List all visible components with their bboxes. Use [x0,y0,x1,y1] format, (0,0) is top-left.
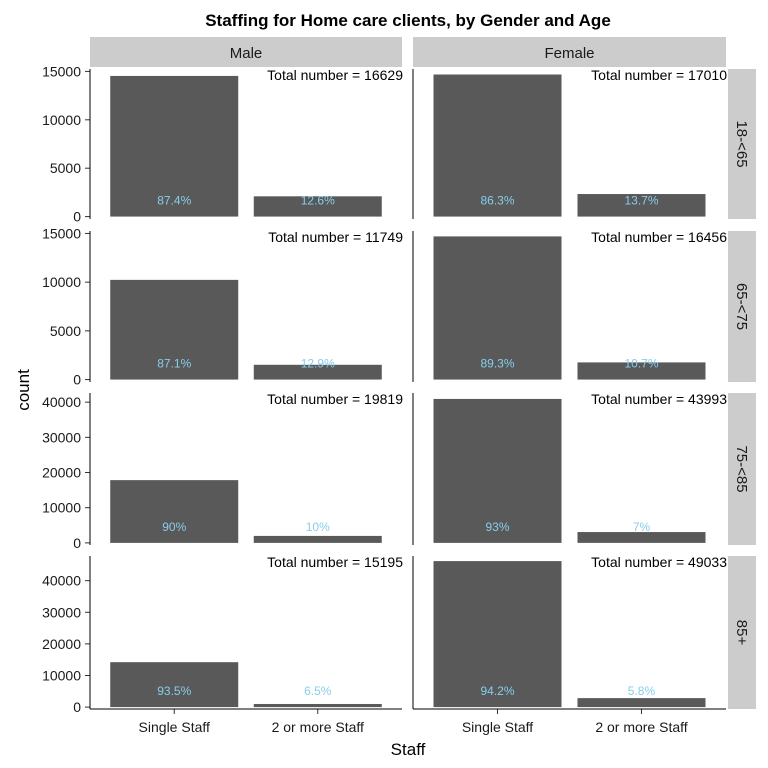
bar-percentage-label: 87.1% [157,357,191,371]
bar [433,398,562,543]
facet-grid: Male Female 18-<65 65-<75 75-<85 85+ Single St… [42,37,756,735]
y-tick-label: 10000 [42,112,81,128]
y-tick-label: 40000 [42,394,81,410]
row-strip-label: 18-<65 [733,120,750,167]
total-number-annotation: Total number = 16456 [591,229,727,245]
y-tick-label: 0 [73,372,81,388]
row-strip [728,556,756,709]
total-number-annotation: Total number = 15195 [267,554,403,570]
bar [577,532,706,543]
bar-percentage-label: 94.2% [480,684,514,698]
bar-percentage-label: 12.9% [301,357,335,371]
x-tick-label: Single Staff [462,719,533,735]
column-strip [413,37,726,67]
y-tick-label: 0 [73,699,81,715]
bar-percentage-label: 5.8% [628,684,656,698]
total-number-annotation: Total number = 17010 [591,67,727,83]
bar-percentage-label: 10.7% [624,357,658,371]
bar [110,662,239,708]
bar [110,279,239,380]
x-tick-label: Single Staff [139,719,210,735]
y-tick-label: 40000 [42,573,81,589]
total-number-annotation: Total number = 16629 [267,67,403,83]
column-strip-label: Male [230,45,263,62]
bar-percentage-label: 7% [633,520,651,534]
bar [110,480,239,543]
y-tick-label: 10000 [42,274,81,290]
y-tick-label: 0 [73,209,81,225]
column-strip [90,37,402,67]
bar-percentage-label: 12.6% [301,194,335,208]
row-strip [728,393,756,545]
bar [253,703,382,708]
x-tick-label: 2 or more Staff [272,719,364,735]
bar [433,74,562,217]
y-tick-label: 15000 [42,63,81,79]
bar-percentage-label: 86.3% [480,194,514,208]
chart-title: Staffing for Home care clients, by Gende… [205,11,611,30]
bar-percentage-label: 90% [162,520,186,534]
y-tick-label: 0 [73,535,81,551]
column-strip-label: Female [544,45,594,62]
total-number-annotation: Total number = 43993 [591,391,727,407]
bar [433,236,562,380]
total-number-annotation: Total number = 49033 [591,554,727,570]
row-strip-label: 85+ [733,620,750,646]
y-tick-label: 5000 [50,160,81,176]
bar [110,75,239,217]
y-axis-title: count [14,369,33,411]
y-tick-label: 30000 [42,429,81,445]
bar-percentage-label: 6.5% [304,684,332,698]
bar-percentage-label: 87.4% [157,194,191,208]
bar [577,698,706,708]
bar-percentage-label: 13.7% [624,194,658,208]
y-tick-label: 5000 [50,323,81,339]
y-tick-label: 30000 [42,604,81,620]
x-axis-title: Staff [391,740,426,759]
y-tick-label: 10000 [42,667,81,683]
bar [577,362,706,380]
y-tick-label: 10000 [42,500,81,516]
bar [433,561,562,708]
bar-percentage-label: 93.5% [157,684,191,698]
total-number-annotation: Total number = 11749 [268,229,403,245]
x-tick-label: 2 or more Staff [595,719,687,735]
bar-percentage-label: 93% [485,520,509,534]
bar [253,364,382,380]
row-strip-label: 75-<85 [733,445,750,492]
bar-percentage-label: 10% [306,520,330,534]
row-strip [728,69,756,219]
y-tick-label: 15000 [42,225,81,241]
bar-percentage-label: 89.3% [480,357,514,371]
total-number-annotation: Total number = 19819 [267,391,403,407]
bar [253,196,382,217]
y-tick-label: 20000 [42,636,81,652]
row-strip [728,231,756,382]
y-tick-label: 20000 [42,465,81,481]
bar [577,194,706,217]
row-strip-label: 65-<75 [733,283,750,330]
bar [253,535,382,543]
